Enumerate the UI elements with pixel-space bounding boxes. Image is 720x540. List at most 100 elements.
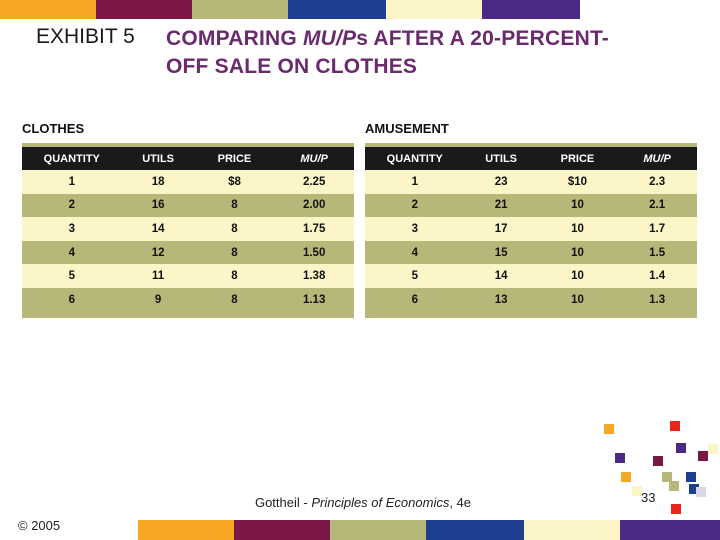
table-cell: 10 (537, 240, 618, 265)
table-cell: 23 (464, 170, 538, 194)
table-cell: 2 (22, 193, 122, 218)
clothes-header-mup-text: MU/P (300, 152, 328, 165)
amusement-header-quantity: QUANTITY (365, 147, 465, 170)
table-cell: 21 (464, 193, 538, 218)
table-cell: 13 (464, 287, 538, 312)
title-italic: MU/P (302, 27, 357, 50)
decor-square (615, 453, 625, 463)
decor-square (632, 486, 642, 496)
decor-square (670, 421, 680, 431)
table-cell: $8 (194, 170, 275, 194)
table-row: 1 23 $10 2.3 (365, 170, 697, 194)
decor-square (604, 424, 614, 434)
table-cell: 1.5 (617, 240, 697, 265)
decor-square (689, 484, 699, 494)
amusement-header-price: PRICE (537, 147, 618, 170)
bottom-bar-navy (426, 520, 524, 540)
table-cell: 10 (537, 193, 618, 218)
decor-square (653, 456, 663, 466)
table-row: 1 18 $8 2.25 (22, 170, 354, 194)
table-cell: 1.13 (274, 287, 354, 312)
clothes-table: QUANTITY UTILS PRICE MU/P 1 18 $8 2.25 2… (22, 143, 354, 318)
page-number: 33 (641, 490, 656, 505)
table-cell: 5 (22, 264, 122, 288)
citation-title: Principles of Economics (311, 495, 450, 510)
top-bar-orange (0, 0, 96, 19)
table-row: 4 12 8 1.50 (22, 240, 354, 265)
decor-square (708, 444, 718, 454)
table-row: 4 15 10 1.5 (365, 240, 697, 265)
table-cell: 3 (365, 217, 465, 241)
table-cell: 1.3 (617, 287, 697, 312)
table-cell: 10 (537, 217, 618, 241)
decor-square (671, 504, 681, 514)
table-cell: 3 (22, 217, 122, 241)
table-row: 6 9 8 1.13 (22, 287, 354, 312)
table-cell: 2.00 (274, 193, 354, 218)
decor-square (696, 487, 706, 497)
table-cell: 14 (464, 264, 538, 288)
table-cell: 1.75 (274, 217, 354, 241)
clothes-header-mup: MU/P (274, 147, 354, 170)
clothes-header-quantity: QUANTITY (22, 147, 122, 170)
amusement-header-utils: UTILS (464, 147, 538, 170)
title-part-a: COMPARING (166, 27, 303, 50)
table-cell: 14 (121, 217, 195, 241)
table-cell: 16 (121, 193, 195, 218)
table-cell: 11 (121, 264, 195, 288)
decor-square (686, 472, 696, 482)
table-cell: 6 (22, 287, 122, 312)
title-line-2: OFF SALE ON CLOTHES (166, 55, 418, 78)
amusement-label: AMUSEMENT (365, 121, 449, 136)
exhibit-number: EXHIBIT 5 (36, 25, 135, 48)
source-citation: Gottheil - Principles of Economics, 4e (252, 494, 474, 511)
table-cell: 9 (121, 287, 195, 312)
table-cell: 10 (537, 264, 618, 288)
table-cell: 5 (365, 264, 465, 288)
table-row: 6 13 10 1.3 (365, 287, 697, 312)
table-cell: 18 (121, 170, 195, 194)
bottom-bar-maroon (234, 520, 330, 540)
table-cell: 10 (537, 287, 618, 312)
bottom-bar-orange (138, 520, 234, 540)
table-cell: 4 (22, 240, 122, 265)
table-row: 3 17 10 1.7 (365, 217, 697, 241)
amusement-header-mup: MU/P (617, 147, 697, 170)
table-cell: 8 (194, 217, 275, 241)
table-cell: 1 (365, 170, 465, 194)
top-bar-maroon (96, 0, 192, 19)
table-cell: 1.50 (274, 240, 354, 265)
table-cell: 1.4 (617, 264, 697, 288)
top-bar-navy (288, 0, 386, 19)
table-row: 2 21 10 2.1 (365, 193, 697, 218)
decor-square (669, 481, 679, 491)
slide-title: COMPARING MU/Ps AFTER A 20-PERCENT- OFF … (166, 25, 686, 81)
table-cell: $10 (537, 170, 618, 194)
table-cell: 1.38 (274, 264, 354, 288)
top-bar-cream (386, 0, 482, 19)
table-cell: 15 (464, 240, 538, 265)
decor-square (676, 443, 686, 453)
table-cell: 8 (194, 193, 275, 218)
table-cell: 4 (365, 240, 465, 265)
table-cell: 6 (365, 287, 465, 312)
table-row: 5 11 8 1.38 (22, 264, 354, 288)
table-cell: 8 (194, 240, 275, 265)
amusement-table: QUANTITY UTILS PRICE MU/P 1 23 $10 2.3 2… (365, 143, 697, 318)
table-cell: 17 (464, 217, 538, 241)
table-cell: 2.25 (274, 170, 354, 194)
table-cell: 8 (194, 264, 275, 288)
title-part-b: s AFTER A 20-PERCENT- (356, 27, 609, 50)
copyright-notice: © 2005 (18, 518, 61, 533)
decor-square (662, 472, 672, 482)
clothes-header-utils: UTILS (121, 147, 195, 170)
decor-square (698, 451, 708, 461)
table-cell: 1 (22, 170, 122, 194)
table-cell: 8 (194, 287, 275, 312)
table-cell: 1.7 (617, 217, 697, 241)
bottom-bar-olive (330, 520, 426, 540)
table-cell: 2 (365, 193, 465, 218)
citation-edition: , 4e (449, 495, 472, 510)
citation-author: Gottheil - (254, 495, 312, 510)
clothes-label: CLOTHES (22, 121, 85, 136)
